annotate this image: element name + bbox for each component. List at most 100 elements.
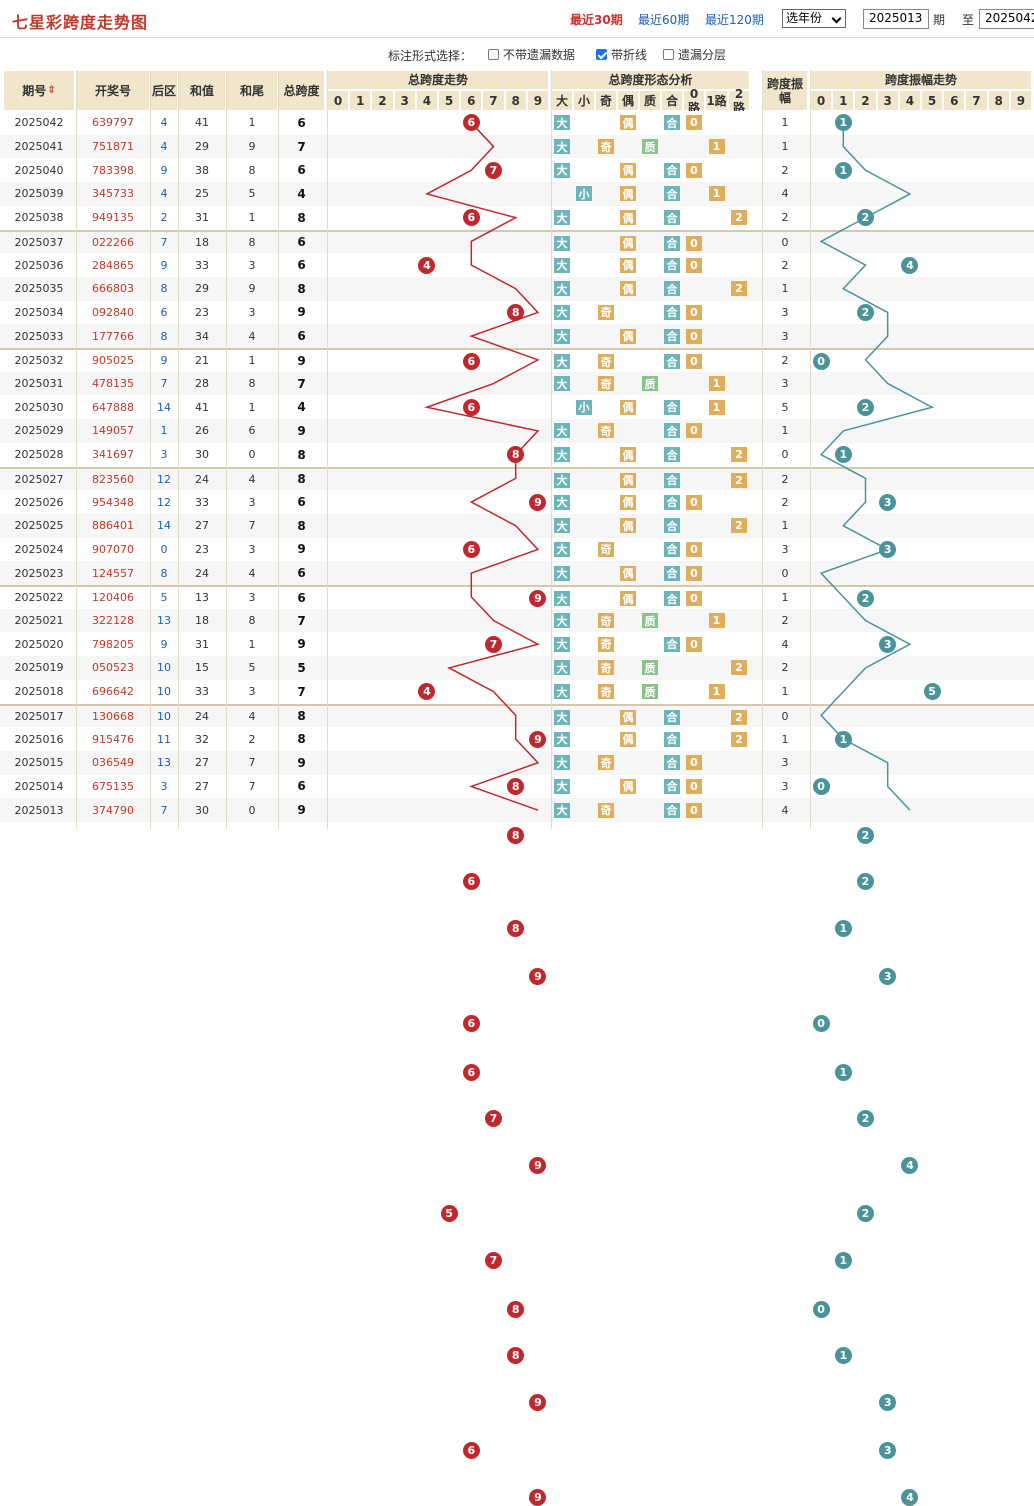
draw-number-cell: 666803 [92, 282, 134, 296]
span-cell: 6 [297, 163, 306, 178]
shape-tag: 1 [708, 399, 725, 415]
sum-cell: 26 [195, 424, 209, 438]
header-amp-digit: 4 [898, 90, 921, 111]
sum-cell: 31 [195, 637, 209, 651]
sum-tail-cell: 3 [248, 495, 256, 509]
sum-tail-cell: 1 [248, 211, 256, 225]
shape-tag: 合 [664, 541, 680, 557]
table-row: 2025031 478135 7 28 8 7 7 大奇质 1 3 3 [0, 371, 1034, 653]
draw-number-cell: 124557 [92, 566, 134, 580]
range-link-30[interactable]: 最近30期 [570, 13, 623, 27]
amp-trend-ball: 1 [834, 446, 852, 464]
shape-tag: 大 [554, 709, 570, 725]
shape-tag: 大 [554, 636, 570, 652]
sort-icon[interactable]: ⇕ [47, 84, 56, 96]
sum-cell: 18 [195, 614, 209, 628]
shape-tag: 质 [642, 684, 658, 700]
from-issue-input[interactable]: 2025013 [863, 9, 929, 29]
table-row: 2025032 905025 9 21 1 9 9 大奇合 0 2 2 [0, 348, 1034, 608]
amp-trend-ball: 1 [834, 1251, 852, 1269]
checkbox-checked-icon[interactable] [596, 49, 607, 60]
sum-cell: 18 [195, 235, 209, 249]
table-row: 2025019 050523 10 15 5 5 5 大奇质 2 2 2 [0, 656, 1034, 1222]
header-back: 后区 [150, 70, 178, 111]
back-zone-cell: 9 [160, 163, 168, 177]
back-zone-cell: 14 [157, 400, 171, 414]
draw-number-cell: 374790 [92, 803, 134, 817]
draw-number-cell: 130668 [92, 709, 134, 723]
checkbox-icon[interactable] [663, 49, 674, 60]
amp-cell: 2 [781, 354, 789, 368]
header-issue[interactable]: 期号 ⇕ [3, 70, 75, 111]
back-zone-cell: 0 [160, 542, 168, 556]
header-trend-digit: 8 [504, 90, 527, 111]
table-row: 2025013 374790 7 30 0 9 9 大奇合 0 4 4 [0, 798, 1034, 1506]
table-row: 2025038 949135 2 31 1 8 8 大偶合 2 2 2 [0, 205, 1034, 321]
header-shape-col: 合 [661, 90, 683, 111]
sum-cell: 27 [195, 519, 209, 533]
draw-number-cell: 050523 [92, 661, 134, 675]
table-row: 2025033 177766 8 34 4 6 6 大偶合 0 3 3 [0, 324, 1034, 558]
amp-trend-ball: 1 [834, 730, 852, 748]
amp-cell: 2 [781, 258, 789, 272]
span-cell: 6 [297, 235, 306, 250]
header-span: 总跨度 [278, 70, 325, 111]
shape-tag: 大 [554, 447, 570, 463]
issue-cell: 2025020 [14, 637, 64, 651]
amp-trend-ball: 4 [901, 1488, 919, 1506]
table-row: 2025025 886401 14 27 7 8 8 大偶合 2 1 1 [0, 513, 1034, 938]
issue-cell: 2025029 [14, 424, 64, 438]
range-link-120[interactable]: 最近120期 [705, 13, 764, 27]
sum-cell: 27 [195, 756, 209, 770]
span-trend-ball: 6 [462, 540, 480, 558]
draw-number-cell: 954348 [92, 495, 134, 509]
back-zone-cell: 13 [157, 614, 171, 628]
year-select[interactable]: 选年份 [782, 9, 846, 28]
header-trend-digit: 2 [371, 90, 394, 111]
column-divider [551, 70, 552, 829]
sum-cell: 13 [195, 591, 209, 605]
issue-cell: 2025028 [14, 448, 64, 462]
option-no-miss[interactable]: 不带遗漏数据 [488, 46, 575, 63]
span-trend-ball: 6 [462, 1441, 480, 1459]
checkbox-icon[interactable] [488, 49, 499, 60]
issue-cell: 2025013 [14, 803, 64, 817]
span-cell: 9 [297, 542, 306, 557]
option-miss-layer[interactable]: 遗漏分层 [663, 46, 726, 63]
header-amp: 跨度振幅 [762, 70, 808, 111]
span-trend-ball: 8 [507, 920, 525, 938]
option-polyline[interactable]: 带折线 [596, 46, 647, 63]
shape-tag: 2 [731, 472, 747, 488]
sum-tail-cell: 9 [248, 140, 256, 154]
shape-tag: 大 [554, 328, 570, 344]
span-cell: 8 [297, 732, 306, 747]
shape-tag: 偶 [620, 731, 636, 747]
sum-tail-cell: 7 [248, 519, 256, 533]
shape-tag: 偶 [620, 778, 636, 794]
back-zone-cell: 2 [160, 211, 168, 225]
range-link-60[interactable]: 最近60期 [638, 13, 690, 27]
sum-cell: 38 [195, 163, 209, 177]
back-zone-cell: 6 [160, 305, 168, 319]
shape-tag: 合 [664, 755, 680, 771]
span-cell: 6 [297, 566, 306, 581]
amp-cell: 2 [781, 163, 789, 177]
shape-tag: 大 [554, 778, 570, 794]
span-cell: 8 [297, 472, 306, 487]
issue-cell: 2025034 [14, 305, 64, 319]
span-trend-ball: 6 [462, 114, 480, 132]
to-issue-input[interactable]: 2025042 [979, 9, 1034, 29]
header-tail: 和尾 [226, 70, 278, 111]
shape-tag: 大 [554, 802, 570, 818]
issue-cell: 2025014 [14, 779, 64, 793]
shape-tag: 小 [576, 186, 592, 202]
header-trend-digit: 9 [526, 90, 549, 111]
page-title: 七星彩跨度走势图 [12, 13, 149, 32]
shape-tag: 2 [731, 709, 747, 725]
amp-cell: 0 [781, 709, 789, 723]
issue-cell: 2025021 [14, 614, 64, 628]
span-cell: 7 [297, 613, 306, 628]
back-zone-cell: 9 [160, 637, 168, 651]
shape-tag: 0 [686, 565, 702, 581]
shape-tag: 0 [686, 257, 702, 273]
